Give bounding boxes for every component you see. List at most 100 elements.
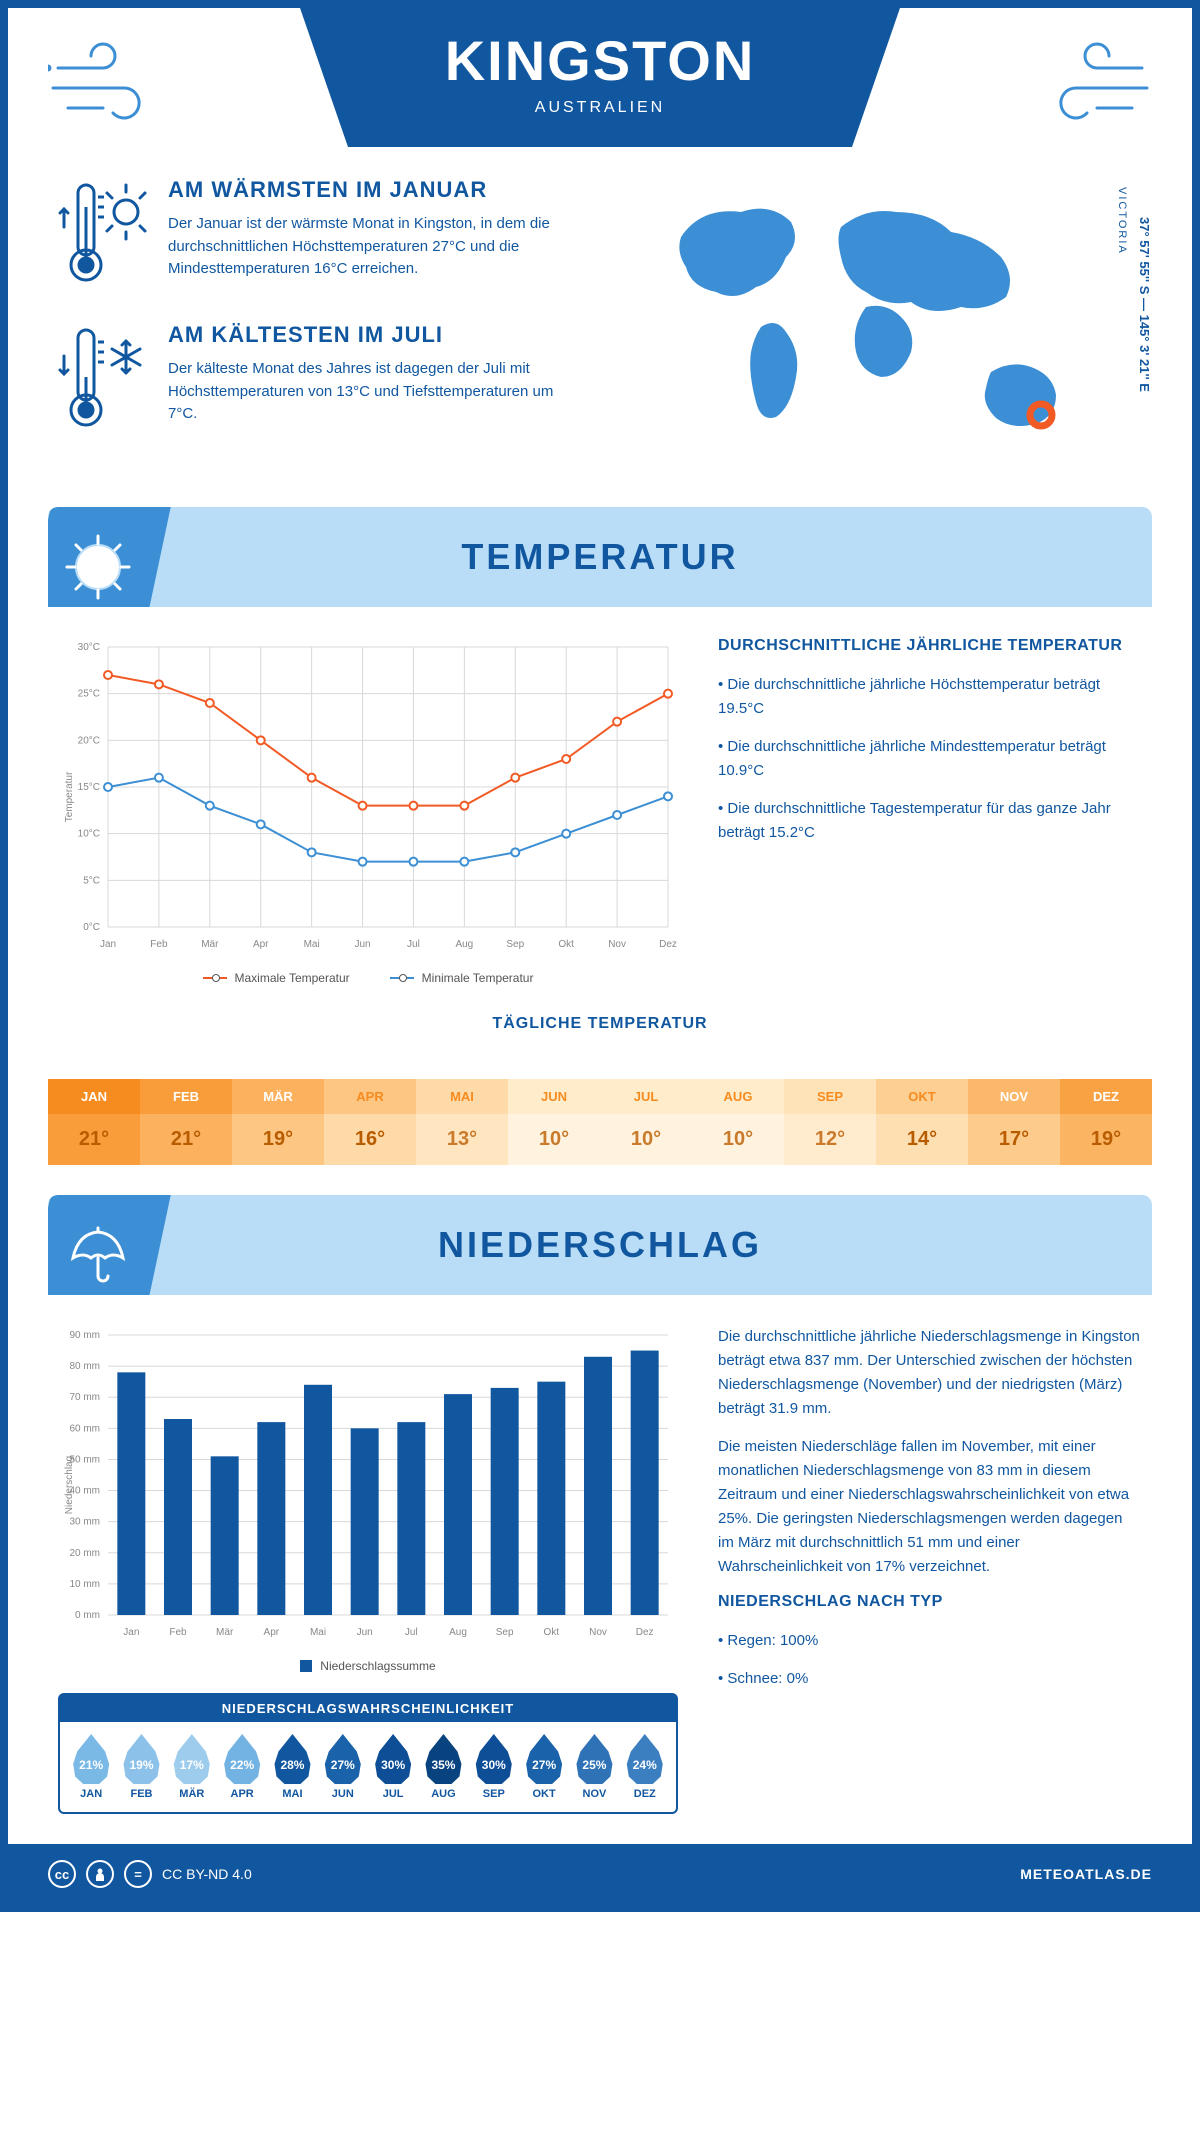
svg-text:15°C: 15°C (78, 782, 100, 793)
precip-prob-title: NIEDERSCHLAGSWAHRSCHEINLICHKEIT (60, 1695, 676, 1722)
svg-text:30°C: 30°C (78, 642, 100, 653)
coldest-title: AM KÄLTESTEN IM JULI (168, 322, 580, 348)
temp-cell: APR16° (324, 1079, 416, 1165)
temp-cell: FEB21° (140, 1079, 232, 1165)
svg-text:0 mm: 0 mm (75, 1610, 100, 1621)
temperature-summary: DURCHSCHNITTLICHE JÄHRLICHE TEMPERATUR D… (718, 637, 1142, 985)
svg-text:Okt: Okt (558, 939, 574, 950)
temperature-body: 0°C5°C10°C15°C20°C25°C30°CJanFebMärAprMa… (8, 607, 1192, 1079)
umbrella-icon (48, 1195, 173, 1295)
svg-text:Jun: Jun (354, 939, 370, 950)
temp-cell: MÄR19° (232, 1079, 324, 1165)
precipitation-title: NIEDERSCHLAG (438, 1224, 762, 1266)
probability-drop: 28%MAI (269, 1734, 315, 1800)
svg-text:10°C: 10°C (78, 829, 100, 840)
precip-paragraph: Die durchschnittliche jährliche Niedersc… (718, 1325, 1142, 1421)
site-name: METEOATLAS.DE (1020, 1866, 1152, 1882)
warmest-title: AM WÄRMSTEN IM JANUAR (168, 177, 580, 203)
probability-drop: 25%NOV (571, 1734, 617, 1800)
svg-text:Jul: Jul (405, 1627, 418, 1638)
svg-text:Niederschlag: Niederschlag (64, 1456, 75, 1514)
svg-text:Dez: Dez (659, 939, 677, 950)
svg-text:Jan: Jan (100, 939, 116, 950)
svg-text:Okt: Okt (544, 1627, 560, 1638)
legend-max: Maximale Temperatur (235, 971, 350, 985)
temperature-section-header: TEMPERATUR (48, 507, 1152, 607)
legend-min: Minimale Temperatur (422, 971, 534, 985)
svg-text:Sep: Sep (496, 1627, 514, 1638)
precip-paragraph: Die meisten Niederschläge fallen im Nove… (718, 1435, 1142, 1579)
probability-drop: 21%JAN (68, 1734, 114, 1800)
svg-text:30 mm: 30 mm (69, 1517, 100, 1528)
probability-drop: 27%OKT (521, 1734, 567, 1800)
temp-summary-item: Die durchschnittliche jährliche Höchstte… (718, 673, 1142, 721)
svg-text:Mär: Mär (216, 1627, 234, 1638)
nd-icon: = (124, 1860, 152, 1888)
probability-drop: 35%AUG (420, 1734, 466, 1800)
coldest-fact: AM KÄLTESTEN IM JULI Der kälteste Monat … (58, 322, 580, 437)
daily-temp-title: TÄGLICHE TEMPERATUR (58, 1015, 1142, 1033)
by-icon (86, 1860, 114, 1888)
svg-text:70 mm: 70 mm (69, 1392, 100, 1403)
probability-drop: 19%FEB (118, 1734, 164, 1800)
probability-drop: 30%JUL (370, 1734, 416, 1800)
precipitation-legend: Niederschlagssumme (58, 1659, 678, 1673)
world-map (620, 177, 1142, 457)
probability-drop: 30%SEP (471, 1734, 517, 1800)
temp-summary-item: Die durchschnittliche Tagestemperatur fü… (718, 797, 1142, 845)
temp-summary-title: DURCHSCHNITTLICHE JÄHRLICHE TEMPERATUR (718, 637, 1142, 655)
intro-section: AM WÄRMSTEN IM JANUAR Der Januar ist der… (8, 147, 1192, 487)
svg-text:Mai: Mai (304, 939, 320, 950)
svg-text:90 mm: 90 mm (69, 1330, 100, 1341)
city-name: KINGSTON (300, 28, 900, 93)
thermometer-sun-icon (58, 177, 148, 292)
svg-text:Jun: Jun (357, 1627, 373, 1638)
temp-cell: DEZ19° (1060, 1079, 1152, 1165)
svg-text:Feb: Feb (169, 1627, 187, 1638)
warmest-fact: AM WÄRMSTEN IM JANUAR Der Januar ist der… (58, 177, 580, 292)
svg-text:Apr: Apr (264, 1627, 280, 1638)
legend-precip: Niederschlagssumme (320, 1659, 435, 1673)
svg-text:60 mm: 60 mm (69, 1423, 100, 1434)
precip-type-item: Schnee: 0% (718, 1667, 1142, 1691)
svg-text:Feb: Feb (150, 939, 168, 950)
precipitation-body: 0 mm10 mm20 mm30 mm40 mm50 mm60 mm70 mm8… (8, 1295, 1192, 1844)
svg-text:5°C: 5°C (83, 875, 100, 886)
license-text: CC BY-ND 4.0 (162, 1866, 252, 1882)
daily-temp-table: JAN21°FEB21°MÄR19°APR16°MAI13°JUN10°JUL1… (48, 1079, 1152, 1165)
svg-text:25°C: 25°C (78, 689, 100, 700)
svg-text:Aug: Aug (455, 939, 473, 950)
precipitation-bar-chart: 0 mm10 mm20 mm30 mm40 mm50 mm60 mm70 mm8… (58, 1325, 678, 1645)
precip-type-title: NIEDERSCHLAG NACH TYP (718, 1593, 1142, 1611)
temp-cell: JUN10° (508, 1079, 600, 1165)
temp-cell: OKT14° (876, 1079, 968, 1165)
probability-drop: 24%DEZ (622, 1734, 668, 1800)
precipitation-probability: NIEDERSCHLAGSWAHRSCHEINLICHKEIT 21%JAN19… (58, 1693, 678, 1814)
header: KINGSTON AUSTRALIEN (8, 8, 1192, 147)
page-frame: KINGSTON AUSTRALIEN AM WÄRMSTEN IM JANUA… (0, 0, 1200, 1912)
svg-text:Jan: Jan (123, 1627, 139, 1638)
temperature-line-chart: 0°C5°C10°C15°C20°C25°C30°CJanFebMärAprMa… (58, 637, 678, 957)
coldest-text: Der kälteste Monat des Jahres ist dagege… (168, 358, 580, 426)
svg-text:0°C: 0°C (83, 922, 100, 933)
svg-text:Nov: Nov (589, 1627, 607, 1638)
probability-drop: 17%MÄR (169, 1734, 215, 1800)
svg-text:80 mm: 80 mm (69, 1361, 100, 1372)
wind-icon (48, 38, 168, 133)
svg-text:Nov: Nov (608, 939, 626, 950)
climate-facts: AM WÄRMSTEN IM JANUAR Der Januar ist der… (58, 177, 580, 467)
svg-text:Mär: Mär (201, 939, 219, 950)
temperature-title: TEMPERATUR (461, 536, 738, 578)
thermometer-snow-icon (58, 322, 148, 437)
temp-summary-item: Die durchschnittliche jährliche Mindestt… (718, 735, 1142, 783)
warmest-text: Der Januar ist der wärmste Monat in King… (168, 213, 580, 281)
temp-cell: NOV17° (968, 1079, 1060, 1165)
temp-cell: SEP12° (784, 1079, 876, 1165)
svg-text:Jul: Jul (407, 939, 420, 950)
temp-cell: JUL10° (600, 1079, 692, 1165)
svg-text:10 mm: 10 mm (69, 1579, 100, 1590)
probability-drop: 27%JUN (320, 1734, 366, 1800)
probability-drop: 22%APR (219, 1734, 265, 1800)
svg-text:Apr: Apr (253, 939, 269, 950)
footer: cc = CC BY-ND 4.0 METEOATLAS.DE (8, 1844, 1192, 1904)
